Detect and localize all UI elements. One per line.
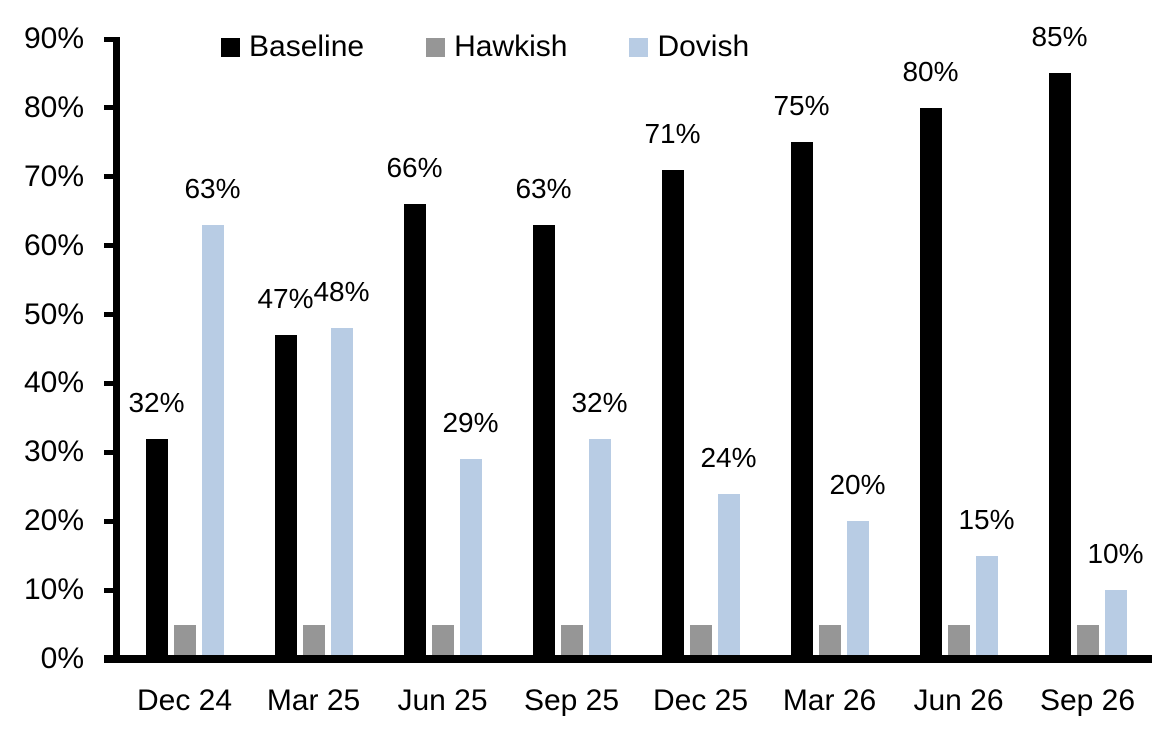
x-axis-category-label-dec-24: Dec 24 — [136, 684, 233, 717]
bar-hawkish-sep-26 — [1076, 624, 1099, 655]
y-axis-tick — [104, 36, 113, 42]
x-axis-category-label-sep-26: Sep 26 — [1039, 684, 1136, 717]
bar-hawkish-dec-24 — [173, 624, 196, 655]
bar-group-jun-25: 66% 29% — [386, 152, 499, 655]
bar-group-jun-26: 80% 15% — [902, 56, 1015, 655]
bar-dovish-mar-25: 48% — [313, 276, 370, 655]
data-label-baseline-jun-26: 80% — [902, 55, 959, 87]
x-axis-category-label-dec-25: Dec 25 — [652, 684, 749, 717]
y-axis-tick-label: 20% — [23, 504, 84, 538]
bar-dovish-sep-26: 10% — [1087, 538, 1144, 655]
y-axis-tick — [104, 449, 113, 455]
y-axis-tick-label: 30% — [23, 435, 84, 469]
legend-entry-dovish: Dovish — [629, 31, 749, 63]
bar-baseline-jun-26: 80% — [902, 56, 959, 655]
x-axis-category-label-mar-25: Mar 25 — [266, 684, 361, 717]
data-label-baseline-jun-25: 66% — [386, 152, 443, 184]
y-axis-tick-label: 0% — [40, 642, 84, 675]
data-label-dovish-jun-26: 15% — [958, 503, 1015, 535]
bar-hawkish-mar-26 — [818, 624, 841, 655]
data-label-baseline-mar-26: 75% — [773, 90, 830, 122]
y-axis-tick-label: 50% — [23, 297, 84, 331]
legend-entry-hawkish: Hawkish — [426, 31, 567, 63]
bar-baseline-dec-25: 71% — [644, 118, 701, 655]
bar-group-sep-26: 85% 10% — [1031, 21, 1144, 655]
data-label-baseline-dec-25: 71% — [644, 117, 701, 149]
y-axis-tick-label: 70% — [23, 159, 84, 193]
y-axis-tick-label: 80% — [23, 90, 84, 124]
bar-baseline-dec-24: 32% — [128, 387, 185, 655]
bar-baseline-sep-26: 85% — [1031, 21, 1088, 655]
bar-group-mar-25: 47% 48% — [257, 276, 370, 655]
y-axis-tick-label: 10% — [23, 573, 84, 607]
bar-baseline-mar-26: 75% — [773, 90, 830, 655]
y-axis-tick-label: 40% — [23, 366, 84, 400]
bar-group-dec-25: 71% 24% — [644, 118, 757, 655]
y-axis-tick — [104, 656, 113, 662]
data-label-baseline-sep-26: 85% — [1031, 21, 1088, 53]
legend-entry-baseline: Baseline — [221, 31, 364, 63]
chart-legend: Baseline Hawkish Dovish — [221, 31, 749, 63]
data-label-baseline-sep-25: 63% — [515, 173, 572, 204]
bar-group-dec-24: 32% 63% — [128, 173, 241, 655]
bar-hawkish-sep-25 — [560, 624, 583, 655]
bar-group-mar-26: 75% 20% — [773, 90, 886, 655]
y-axis-tick-label: 90% — [23, 22, 84, 55]
bar-baseline-mar-25: 47% — [257, 283, 314, 655]
legend-label-dovish: Dovish — [657, 30, 750, 63]
bar-hawkish-jun-25 — [431, 624, 454, 655]
legend-label-baseline: Baseline — [249, 30, 365, 63]
data-label-dovish-dec-25: 24% — [700, 441, 757, 473]
bar-dovish-jun-25: 29% — [442, 407, 499, 655]
bar-dovish-jun-26: 15% — [958, 504, 1015, 655]
legend-swatch-dovish — [629, 37, 649, 57]
legend-label-hawkish: Hawkish — [454, 30, 568, 63]
data-label-dovish-sep-25: 32% — [571, 386, 628, 418]
y-axis-line — [113, 37, 120, 663]
data-label-dovish-sep-26: 10% — [1087, 538, 1144, 570]
data-label-dovish-mar-25: 48% — [313, 276, 370, 308]
x-axis-category-label-jun-26: Jun 26 — [913, 684, 1004, 717]
legend-swatch-hawkish — [426, 37, 446, 57]
y-axis-tick — [104, 174, 113, 180]
data-label-dovish-dec-24: 63% — [184, 173, 241, 204]
bar-dovish-dec-25: 24% — [700, 442, 757, 655]
x-axis-category-label-sep-25: Sep 25 — [523, 684, 620, 717]
data-label-dovish-mar-26: 20% — [829, 469, 886, 501]
y-axis-tick — [104, 105, 113, 111]
x-axis-line — [104, 655, 1152, 663]
y-axis-tick-label: 60% — [23, 228, 84, 262]
y-axis-tick — [104, 518, 113, 524]
bar-hawkish-jun-26 — [947, 624, 970, 655]
y-axis-tick — [104, 380, 113, 386]
bar-baseline-sep-25: 63% — [515, 173, 572, 655]
x-axis-category-label-jun-25: Jun 25 — [397, 684, 488, 717]
data-label-baseline-dec-24: 32% — [128, 386, 185, 418]
bar-baseline-jun-25: 66% — [386, 152, 443, 655]
x-axis-category-label-mar-26: Mar 26 — [782, 684, 877, 717]
legend-swatch-baseline — [221, 37, 240, 57]
y-axis-tick — [104, 243, 113, 249]
data-label-dovish-jun-25: 29% — [442, 407, 499, 439]
bar-group-sep-25: 63% 32% — [515, 173, 628, 655]
data-label-baseline-mar-25: 47% — [257, 283, 314, 315]
y-axis-tick — [104, 312, 113, 318]
y-axis-tick — [104, 587, 113, 593]
bar-dovish-dec-24: 63% — [184, 173, 241, 655]
bar-hawkish-mar-25 — [302, 624, 325, 655]
bar-dovish-mar-26: 20% — [829, 469, 886, 655]
bar-hawkish-dec-25 — [689, 624, 712, 655]
bar-dovish-sep-25: 32% — [571, 387, 628, 655]
